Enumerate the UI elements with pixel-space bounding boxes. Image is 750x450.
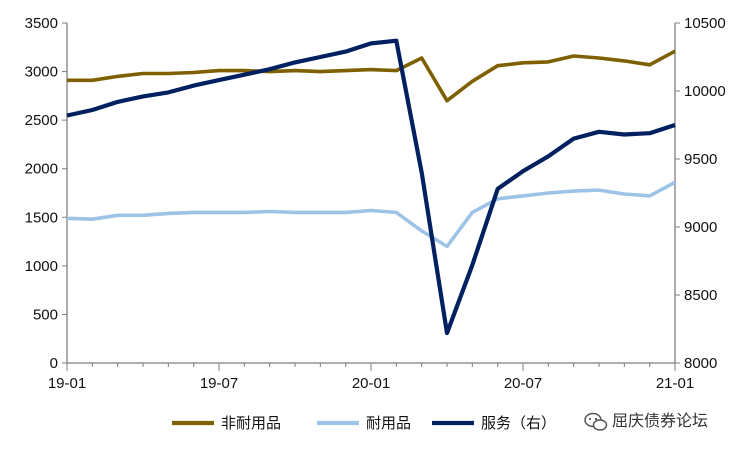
x-tick-label: 20-07 [504, 375, 542, 392]
y-left-tick-label: 1000 [25, 258, 58, 275]
legend-label-1: 耐用品 [366, 414, 411, 432]
series-line-2 [66, 38, 676, 336]
watermark: 屈庆债券论坛 [584, 411, 708, 431]
y-left-tick-label: 500 [33, 306, 58, 323]
series-line-0 [67, 49, 676, 103]
y-right-tick-label: 10000 [684, 83, 726, 100]
y-left-tick-label: 3000 [25, 64, 58, 81]
y-left-tick-label: 0 [50, 355, 58, 372]
y-right-tick-label: 9500 [684, 151, 717, 168]
watermark-text: 屈庆债券论坛 [612, 411, 708, 430]
x-tick-label: 19-01 [48, 375, 86, 392]
x-tick-label: 21-01 [656, 375, 694, 392]
y-right-tick-label: 10500 [684, 15, 726, 32]
wechat-icon [584, 412, 608, 431]
chart-series-layer [66, 38, 676, 336]
series-line-1 [66, 180, 676, 249]
y-left-tick-label: 2500 [25, 112, 58, 129]
x-tick-label: 20-01 [352, 375, 390, 392]
y-left-tick-label: 3500 [25, 15, 58, 32]
x-tick-label: 19-07 [200, 375, 238, 392]
y-left-tick-label: 2000 [25, 161, 58, 178]
y-right-tick-label: 8500 [684, 287, 717, 304]
legend-label-2: 服务（右） [481, 414, 556, 432]
chart-axes: 0 500 1000 1500 2000 2500 3000 3500 8000 8500 9000… [25, 15, 726, 392]
chart-legend: 非耐用品 耐用品 服务（右） [172, 414, 556, 432]
legend-label-0: 非耐用品 [221, 414, 281, 432]
y-right-tick-label: 9000 [684, 219, 717, 236]
y-left-tick-label: 1500 [25, 209, 58, 226]
y-right-tick-label: 8000 [684, 355, 717, 372]
